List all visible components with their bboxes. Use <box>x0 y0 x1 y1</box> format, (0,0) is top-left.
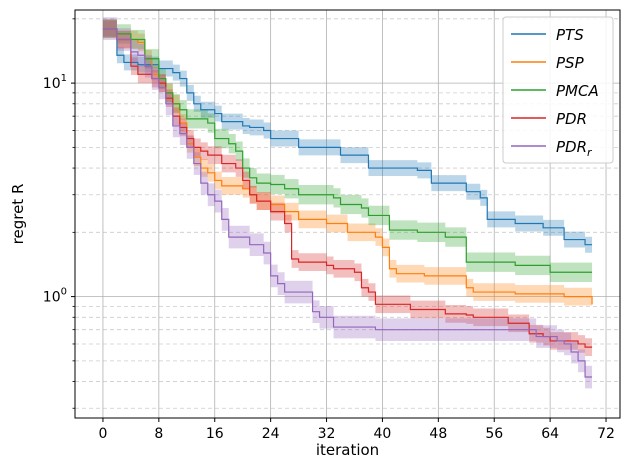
legend: PTS PSP PMCA PDR PDRr <box>502 16 614 164</box>
y-tick-label: 100 <box>43 287 67 306</box>
line-pts <box>102 28 593 246</box>
x-axis-label: iteration <box>316 441 379 459</box>
legend-label: PMCA <box>556 82 599 100</box>
x-tick-label: 32 <box>318 426 336 442</box>
legend-box <box>502 16 614 164</box>
y-axis-ticks: 100 101 <box>43 18 75 409</box>
x-tick-label: 0 <box>98 426 107 442</box>
x-axis-ticks: 0 8 16 24 32 40 48 56 64 72 <box>98 418 615 442</box>
plot-frame <box>74 9 621 419</box>
confidence-bands <box>102 17 593 389</box>
legend-label: PSP <box>556 54 585 72</box>
line-pdr-r <box>102 28 593 378</box>
series-lines <box>102 28 593 378</box>
line-pdr <box>102 28 593 348</box>
band-pts <box>102 20 593 253</box>
x-tick-label: 8 <box>154 426 163 442</box>
y-tick-label: 101 <box>43 73 67 92</box>
x-tick-label: 48 <box>429 426 447 442</box>
x-tick-label: 40 <box>374 426 392 442</box>
legend-label: PDRr <box>556 138 593 159</box>
x-tick-label: 16 <box>206 426 224 442</box>
line-pmca <box>102 28 593 273</box>
legend-label: PTS <box>556 26 584 44</box>
legend-label: PDR <box>556 110 587 128</box>
x-tick-label: 56 <box>485 426 503 442</box>
x-tick-label: 72 <box>597 426 615 442</box>
x-tick-label: 64 <box>541 426 559 442</box>
x-tick-label: 24 <box>262 426 280 442</box>
y-axis-label: regret R <box>9 184 27 245</box>
